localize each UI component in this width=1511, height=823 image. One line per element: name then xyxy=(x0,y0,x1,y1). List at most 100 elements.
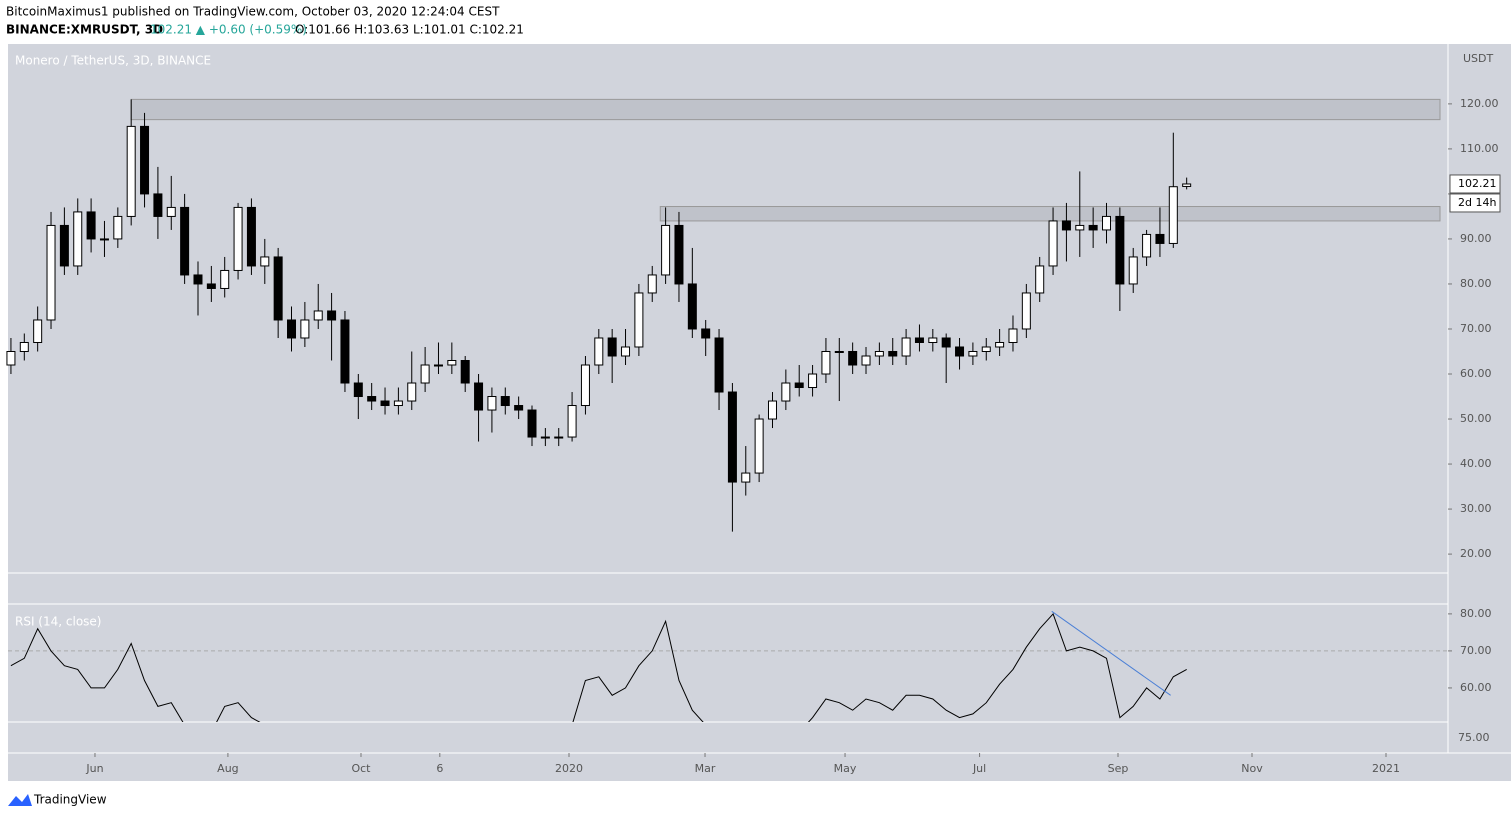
candle-body xyxy=(727,391,737,483)
y-tick-label: 60.00 xyxy=(1460,367,1492,380)
candle-body xyxy=(353,382,363,398)
candle-body xyxy=(487,396,497,411)
candle-body xyxy=(901,337,911,357)
y-tick-label: 50.00 xyxy=(1460,412,1492,425)
rsi-tick-label: 60.00 xyxy=(1460,681,1492,694)
candle-body xyxy=(367,396,377,402)
candle-body xyxy=(968,350,978,357)
candle-body xyxy=(393,400,403,407)
candle-body xyxy=(447,359,457,366)
y-tick-label: 40.00 xyxy=(1460,457,1492,470)
candle-body xyxy=(1128,256,1138,285)
candle-body xyxy=(687,283,697,330)
candle-body xyxy=(220,269,230,289)
candle-body xyxy=(554,436,564,439)
rsi-label: RSI (14, close) xyxy=(15,615,101,629)
candle-body xyxy=(19,341,29,352)
lower-pane-label: 75.00 xyxy=(1458,731,1490,744)
candle-body xyxy=(928,337,938,343)
candle-body xyxy=(514,405,524,411)
x-tick-label: May xyxy=(834,762,857,775)
candle-body xyxy=(1102,215,1112,231)
candle-body xyxy=(233,206,243,271)
candle-body xyxy=(73,211,83,267)
y-tick-label: 30.00 xyxy=(1460,502,1492,515)
price-tag xyxy=(1449,174,1501,194)
candle-body xyxy=(86,211,96,240)
candle-body xyxy=(273,256,283,321)
candle-body xyxy=(834,350,844,353)
candle-body xyxy=(821,350,831,375)
candle-body xyxy=(861,355,871,366)
x-tick-label: Aug xyxy=(217,762,238,775)
countdown: 2d 14h xyxy=(1458,196,1496,209)
candle-body xyxy=(1021,292,1031,330)
candle-body xyxy=(1115,215,1125,285)
candle-body xyxy=(327,310,337,321)
candle-body xyxy=(153,193,163,217)
candle-body xyxy=(754,418,764,474)
candle-body xyxy=(300,319,310,339)
y-tick-label: 110.00 xyxy=(1460,142,1499,155)
candle-body xyxy=(380,400,390,407)
candle-body xyxy=(995,341,1005,348)
time-axis-bg xyxy=(8,753,1511,781)
candle-body xyxy=(781,382,791,402)
candle-body xyxy=(767,400,777,420)
rsi-line xyxy=(10,612,1187,722)
candle-body xyxy=(527,409,537,438)
x-tick-label: Nov xyxy=(1241,762,1263,775)
publish-line: BitcoinMaximus1 published on TradingView… xyxy=(6,5,500,19)
price-tag-label: 102.21 xyxy=(1458,177,1497,190)
candle-body xyxy=(99,238,109,241)
candle-body xyxy=(1048,220,1058,267)
chart-title: Monero / TetherUS, 3D, BINANCE xyxy=(15,54,211,68)
brand: TradingView xyxy=(33,793,107,807)
candle-body xyxy=(848,350,858,366)
candle-body xyxy=(420,364,430,384)
x-tick-label: Sep xyxy=(1108,762,1129,775)
symbol: BINANCE:XMRUSDT, 3D xyxy=(6,23,163,37)
rsi-tick-label: 80.00 xyxy=(1460,607,1492,620)
candle-body xyxy=(260,256,270,267)
candle-body xyxy=(1035,265,1045,294)
y-tick-label: 70.00 xyxy=(1460,322,1492,335)
x-tick-label: 2021 xyxy=(1372,762,1400,775)
y-tick-label: 80.00 xyxy=(1460,277,1492,290)
candle-body xyxy=(647,274,657,294)
candle-body xyxy=(1168,186,1178,244)
candle-body xyxy=(808,373,818,389)
candle-body xyxy=(1008,328,1018,343)
candle-body xyxy=(433,364,443,367)
countdown-bg xyxy=(1449,193,1501,213)
candle-body xyxy=(955,346,965,357)
x-tick-label: Mar xyxy=(695,762,716,775)
candle-body xyxy=(701,328,711,339)
candle-body xyxy=(1142,233,1152,258)
candle-body xyxy=(661,224,671,276)
logo xyxy=(8,794,32,806)
candle-body xyxy=(33,319,43,343)
candle-body xyxy=(567,405,577,438)
candle-body xyxy=(714,337,724,393)
y-axis-label: USDT xyxy=(1463,52,1494,65)
y-tick-label: 120.00 xyxy=(1460,97,1499,110)
candle-body xyxy=(594,337,604,366)
candle-body xyxy=(126,125,136,217)
zone xyxy=(659,206,1441,222)
candle-body xyxy=(287,319,297,339)
candle-body xyxy=(59,224,69,267)
change: 102.21 ▲ +0.60 (+0.59%) xyxy=(150,23,307,37)
candle-body xyxy=(794,382,804,389)
candle-body xyxy=(674,224,684,285)
zone xyxy=(130,98,1441,121)
rsi-pane xyxy=(10,610,1187,722)
candle-body xyxy=(741,472,751,483)
candle-body xyxy=(1182,183,1192,187)
trendline xyxy=(1051,610,1171,696)
candle-body xyxy=(313,310,323,321)
x-tick-label: 6 xyxy=(436,762,443,775)
candle-body xyxy=(474,382,484,411)
